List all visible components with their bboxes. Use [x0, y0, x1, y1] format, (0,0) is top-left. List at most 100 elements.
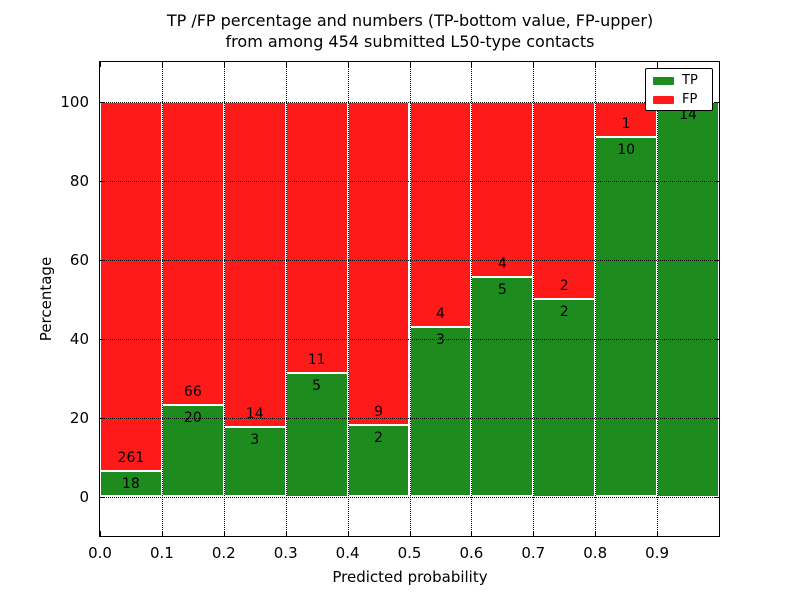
x-tick-label: 0.5: [397, 544, 422, 562]
y-tick-right: [714, 417, 719, 419]
legend-label-fp: FP: [682, 92, 698, 107]
tp-color-swatch: [653, 76, 674, 85]
y-tick-label: 80: [69, 171, 89, 190]
fp-bar-segment: [161, 101, 224, 405]
x-tick-bottom: [471, 531, 473, 536]
plot-area: 18 261 20 66 3 14 5 11 2 9 3 4 5 4 2 2 10 1 14: [99, 61, 720, 537]
fp-color-swatch: [653, 95, 674, 104]
x-tick-bottom: [285, 531, 287, 536]
tp-count-label: 5: [312, 378, 322, 395]
fp-count-label: 9: [374, 403, 384, 420]
vertical-gridline: [471, 62, 473, 536]
vertical-gridline: [347, 62, 349, 536]
tp-bar-segment: [100, 471, 162, 497]
horizontal-gridline: [100, 496, 719, 498]
x-axis-label: Predicted probability: [332, 568, 488, 586]
legend-label-tp: TP: [682, 73, 698, 88]
tp-bar-segment: [595, 137, 658, 497]
fp-bar-segment: [347, 101, 410, 425]
fp-count-label: 1: [621, 116, 631, 133]
horizontal-gridline: [100, 417, 719, 419]
vertical-gridline: [285, 62, 287, 536]
y-tick-right: [714, 496, 719, 498]
y-tick-label: 0: [79, 487, 89, 506]
x-tick-bottom: [409, 531, 411, 536]
x-tick-top: [347, 62, 349, 67]
tp-bar-segment: [409, 327, 472, 497]
x-tick-bottom: [533, 531, 535, 536]
x-tick-top: [595, 62, 597, 67]
chart-title-line2: from among 454 submitted L50-type contac…: [225, 32, 595, 51]
horizontal-gridline: [100, 259, 719, 261]
fp-bar-segment: [223, 101, 286, 427]
tp-count-label: 3: [250, 431, 260, 448]
chart-title: TP /FP percentage and numbers (TP-bottom…: [100, 10, 720, 52]
legend: TP FP: [645, 68, 713, 111]
vertical-gridline: [533, 62, 535, 536]
x-tick-label: 0.4: [335, 544, 360, 562]
x-tick-top: [471, 62, 473, 67]
x-tick-bottom: [595, 531, 597, 536]
tp-bar-segment: [533, 299, 596, 497]
x-tick-label: 0.1: [149, 544, 174, 562]
fp-bar-segment: [285, 101, 348, 374]
x-tick-top: [223, 62, 225, 67]
fp-count-label: 261: [117, 450, 145, 467]
tp-count-label: 5: [497, 282, 507, 299]
x-tick-top: [533, 62, 535, 67]
vertical-gridline: [409, 62, 411, 536]
horizontal-gridline: [100, 180, 719, 182]
fp-count-label: 14: [245, 405, 264, 422]
horizontal-gridline: [100, 338, 719, 340]
y-tick-right: [714, 101, 719, 103]
x-tick-bottom: [347, 531, 349, 536]
fp-bar-segment: [409, 101, 472, 328]
vertical-gridline: [595, 62, 597, 536]
x-tick-top: [657, 62, 659, 67]
x-tick-top: [285, 62, 287, 67]
tp-count-label: 3: [435, 332, 445, 349]
y-tick-label: 40: [69, 329, 89, 348]
tp-bar-segment: [471, 277, 534, 497]
x-tick-label: 0.6: [459, 544, 484, 562]
tp-bar-segment: [657, 101, 719, 497]
tp-count-label: 14: [679, 106, 697, 123]
y-tick-right: [714, 338, 719, 340]
tp-count-label: 10: [617, 142, 636, 159]
fp-count-label: 4: [497, 256, 507, 273]
x-tick-label: 0.7: [521, 544, 546, 562]
vertical-gridline: [657, 62, 659, 536]
legend-entry-fp: FP: [653, 93, 705, 106]
x-tick-top: [409, 62, 411, 67]
fp-count-label: 2: [559, 278, 569, 294]
y-tick-left: [100, 180, 105, 182]
y-tick-right: [714, 259, 719, 261]
tp-count-label: 20: [183, 409, 202, 426]
horizontal-gridline: [100, 101, 719, 103]
legend-entry-tp: TP: [653, 74, 705, 87]
y-tick-label: 100: [60, 92, 89, 111]
fp-count-label: 66: [183, 383, 202, 400]
x-tick-top: [100, 62, 101, 67]
x-tick-top: [161, 62, 163, 67]
y-tick-left: [100, 417, 105, 419]
vertical-gridline: [161, 62, 163, 536]
y-tick-right: [714, 180, 719, 182]
x-tick-label: 0.9: [645, 544, 670, 562]
vertical-gridline: [223, 62, 225, 536]
x-tick-bottom: [223, 531, 225, 536]
x-tick-label: 0.2: [211, 544, 236, 562]
fp-bar-segment: [533, 101, 596, 299]
y-tick-label: 20: [69, 408, 89, 427]
x-tick-bottom: [100, 531, 101, 536]
fp-bar-segment: [100, 101, 162, 472]
chart-title-line1: TP /FP percentage and numbers (TP-bottom…: [166, 11, 654, 30]
fp-count-label: 4: [435, 306, 445, 323]
y-tick-left: [100, 496, 105, 498]
tp-count-label: 2: [374, 429, 384, 446]
x-tick-label: 0.8: [583, 544, 608, 562]
x-tick-bottom: [657, 531, 659, 536]
tp-count-label: 2: [559, 304, 569, 320]
y-tick-left: [100, 101, 105, 103]
